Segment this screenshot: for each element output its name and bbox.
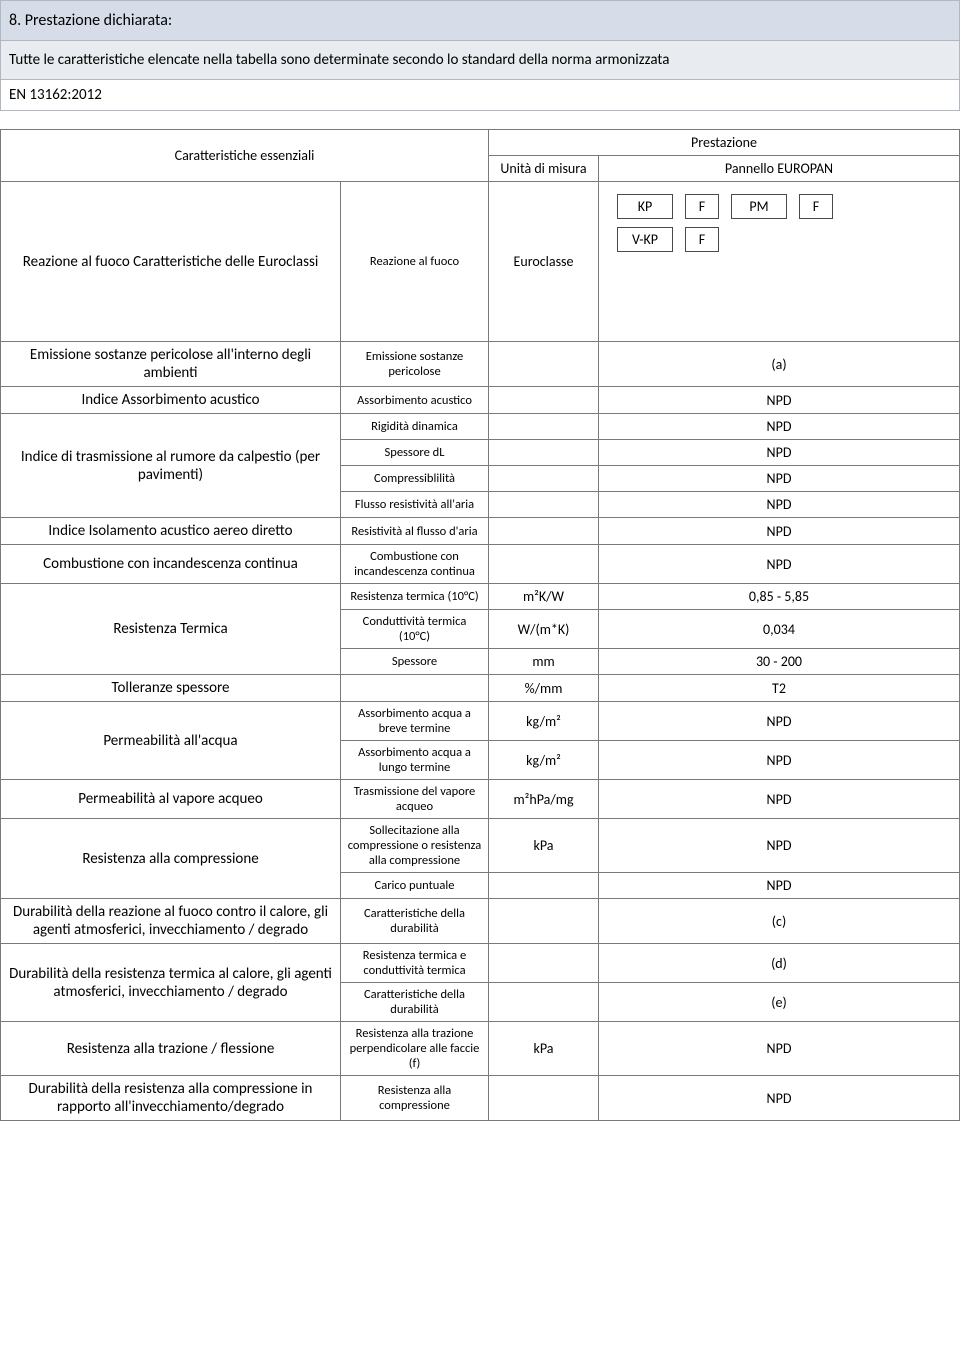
fire-param: Reazione al fuoco <box>341 182 489 342</box>
unit-cell <box>489 873 599 899</box>
unit-cell: mm <box>489 649 599 675</box>
characteristic-cell: Resistenza alla trazione / flessione <box>1 1022 341 1076</box>
euroclass-badge: KP <box>617 194 673 219</box>
value-cell: (e) <box>599 983 960 1022</box>
unit-cell: kg/m² <box>489 741 599 780</box>
unit-cell <box>489 545 599 584</box>
parameter-cell: Caratteristiche della durabilità <box>341 899 489 944</box>
unit-cell <box>489 414 599 440</box>
unit-cell: m²K/W <box>489 584 599 610</box>
value-cell: 0,034 <box>599 610 960 649</box>
unit-cell: kPa <box>489 1022 599 1076</box>
value-cell: NPD <box>599 387 960 414</box>
header-performance: Prestazione <box>489 130 960 156</box>
characteristic-cell: Durabilità della reazione al fuoco contr… <box>1 899 341 944</box>
euroclass-badge: F <box>685 194 719 219</box>
parameter-cell: Trasmissione del vapore acqueo <box>341 780 489 819</box>
header-characteristics: Caratteristiche essenziali <box>1 130 489 182</box>
unit-cell: %/mm <box>489 675 599 702</box>
unit-cell: m²hPa/mg <box>489 780 599 819</box>
characteristic-cell: Permeabilità al vapore acqueo <box>1 780 341 819</box>
unit-cell <box>489 1076 599 1121</box>
parameter-cell: Assorbimento acqua a lungo termine <box>341 741 489 780</box>
value-cell: NPD <box>599 518 960 545</box>
euroclass-badge: PM <box>731 194 787 219</box>
unit-cell <box>489 387 599 414</box>
parameter-cell: Spessore dL <box>341 440 489 466</box>
fire-characteristic: Reazione al fuoco Caratteristiche delle … <box>1 182 341 342</box>
unit-cell: kPa <box>489 819 599 873</box>
unit-cell <box>489 899 599 944</box>
parameter-cell: Rigidità dinamica <box>341 414 489 440</box>
parameter-cell: Emissione sostanze pericolose <box>341 342 489 387</box>
unit-cell <box>489 492 599 518</box>
value-cell: NPD <box>599 492 960 518</box>
value-cell: (d) <box>599 944 960 983</box>
section-subtitle: Tutte le caratteristiche elencate nella … <box>0 41 960 80</box>
euroclass-badge: F <box>799 194 833 219</box>
unit-cell <box>489 440 599 466</box>
parameter-cell <box>341 675 489 702</box>
value-cell: (c) <box>599 899 960 944</box>
value-cell: 30 - 200 <box>599 649 960 675</box>
parameter-cell: Resistenza alla compressione <box>341 1076 489 1121</box>
header-product: Pannello EUROPAN <box>599 156 960 182</box>
characteristic-cell: Indice Isolamento acustico aereo diretto <box>1 518 341 545</box>
fire-unit: Euroclasse <box>489 182 599 342</box>
parameter-cell: Carico puntuale <box>341 873 489 899</box>
unit-cell <box>489 342 599 387</box>
value-cell: NPD <box>599 702 960 741</box>
standard-code: EN 13162:2012 <box>0 80 960 111</box>
parameter-cell: Compressiblilità <box>341 466 489 492</box>
value-cell: NPD <box>599 466 960 492</box>
unit-cell: kg/m² <box>489 702 599 741</box>
parameter-cell: Resistenza termica (10°C) <box>341 584 489 610</box>
parameter-cell: Caratteristiche della durabilità <box>341 983 489 1022</box>
value-cell: NPD <box>599 873 960 899</box>
header-unit: Unità di misura <box>489 156 599 182</box>
euroclass-badge: V-KP <box>617 227 673 252</box>
characteristic-cell: Emissione sostanze pericolose all'intern… <box>1 342 341 387</box>
value-cell: 0,85 - 5,85 <box>599 584 960 610</box>
characteristic-cell: Permeabilità all'acqua <box>1 702 341 780</box>
unit-cell: W/(m*K) <box>489 610 599 649</box>
parameter-cell: Spessore <box>341 649 489 675</box>
parameter-cell: Combustione con incandescenza continua <box>341 545 489 584</box>
unit-cell <box>489 944 599 983</box>
unit-cell <box>489 518 599 545</box>
parameter-cell: Flusso resistività all'aria <box>341 492 489 518</box>
value-cell: T2 <box>599 675 960 702</box>
parameter-cell: Conduttività termica (10°C) <box>341 610 489 649</box>
section-title: 8. Prestazione dichiarata: <box>0 0 960 41</box>
characteristic-cell: Resistenza Termica <box>1 584 341 675</box>
characteristic-cell: Combustione con incandescenza continua <box>1 545 341 584</box>
value-cell: NPD <box>599 1022 960 1076</box>
performance-table: Caratteristiche essenziali Prestazione U… <box>0 129 960 1121</box>
parameter-cell: Resistenza termica e conduttività termic… <box>341 944 489 983</box>
value-cell: NPD <box>599 545 960 584</box>
parameter-cell: Assorbimento acqua a breve termine <box>341 702 489 741</box>
characteristic-cell: Durabilità della resistenza alla compres… <box>1 1076 341 1121</box>
parameter-cell: Resistività al flusso d'aria <box>341 518 489 545</box>
value-cell: NPD <box>599 780 960 819</box>
unit-cell <box>489 983 599 1022</box>
characteristic-cell: Indice di trasmissione al rumore da calp… <box>1 414 341 518</box>
parameter-cell: Assorbimento acustico <box>341 387 489 414</box>
parameter-cell: Resistenza alla trazione perpendicolare … <box>341 1022 489 1076</box>
parameter-cell: Sollecitazione alla compressione o resis… <box>341 819 489 873</box>
value-cell: NPD <box>599 440 960 466</box>
value-cell: NPD <box>599 1076 960 1121</box>
value-cell: NPD <box>599 819 960 873</box>
unit-cell <box>489 466 599 492</box>
euroclass-badge: F <box>685 227 719 252</box>
fire-value: KP F PM F V-KP F <box>599 182 960 342</box>
characteristic-cell: Indice Assorbimento acustico <box>1 387 341 414</box>
characteristic-cell: Durabilità della resistenza termica al c… <box>1 944 341 1022</box>
characteristic-cell: Resistenza alla compressione <box>1 819 341 899</box>
value-cell: NPD <box>599 414 960 440</box>
value-cell: (a) <box>599 342 960 387</box>
characteristic-cell: Tolleranze spessore <box>1 675 341 702</box>
value-cell: NPD <box>599 741 960 780</box>
